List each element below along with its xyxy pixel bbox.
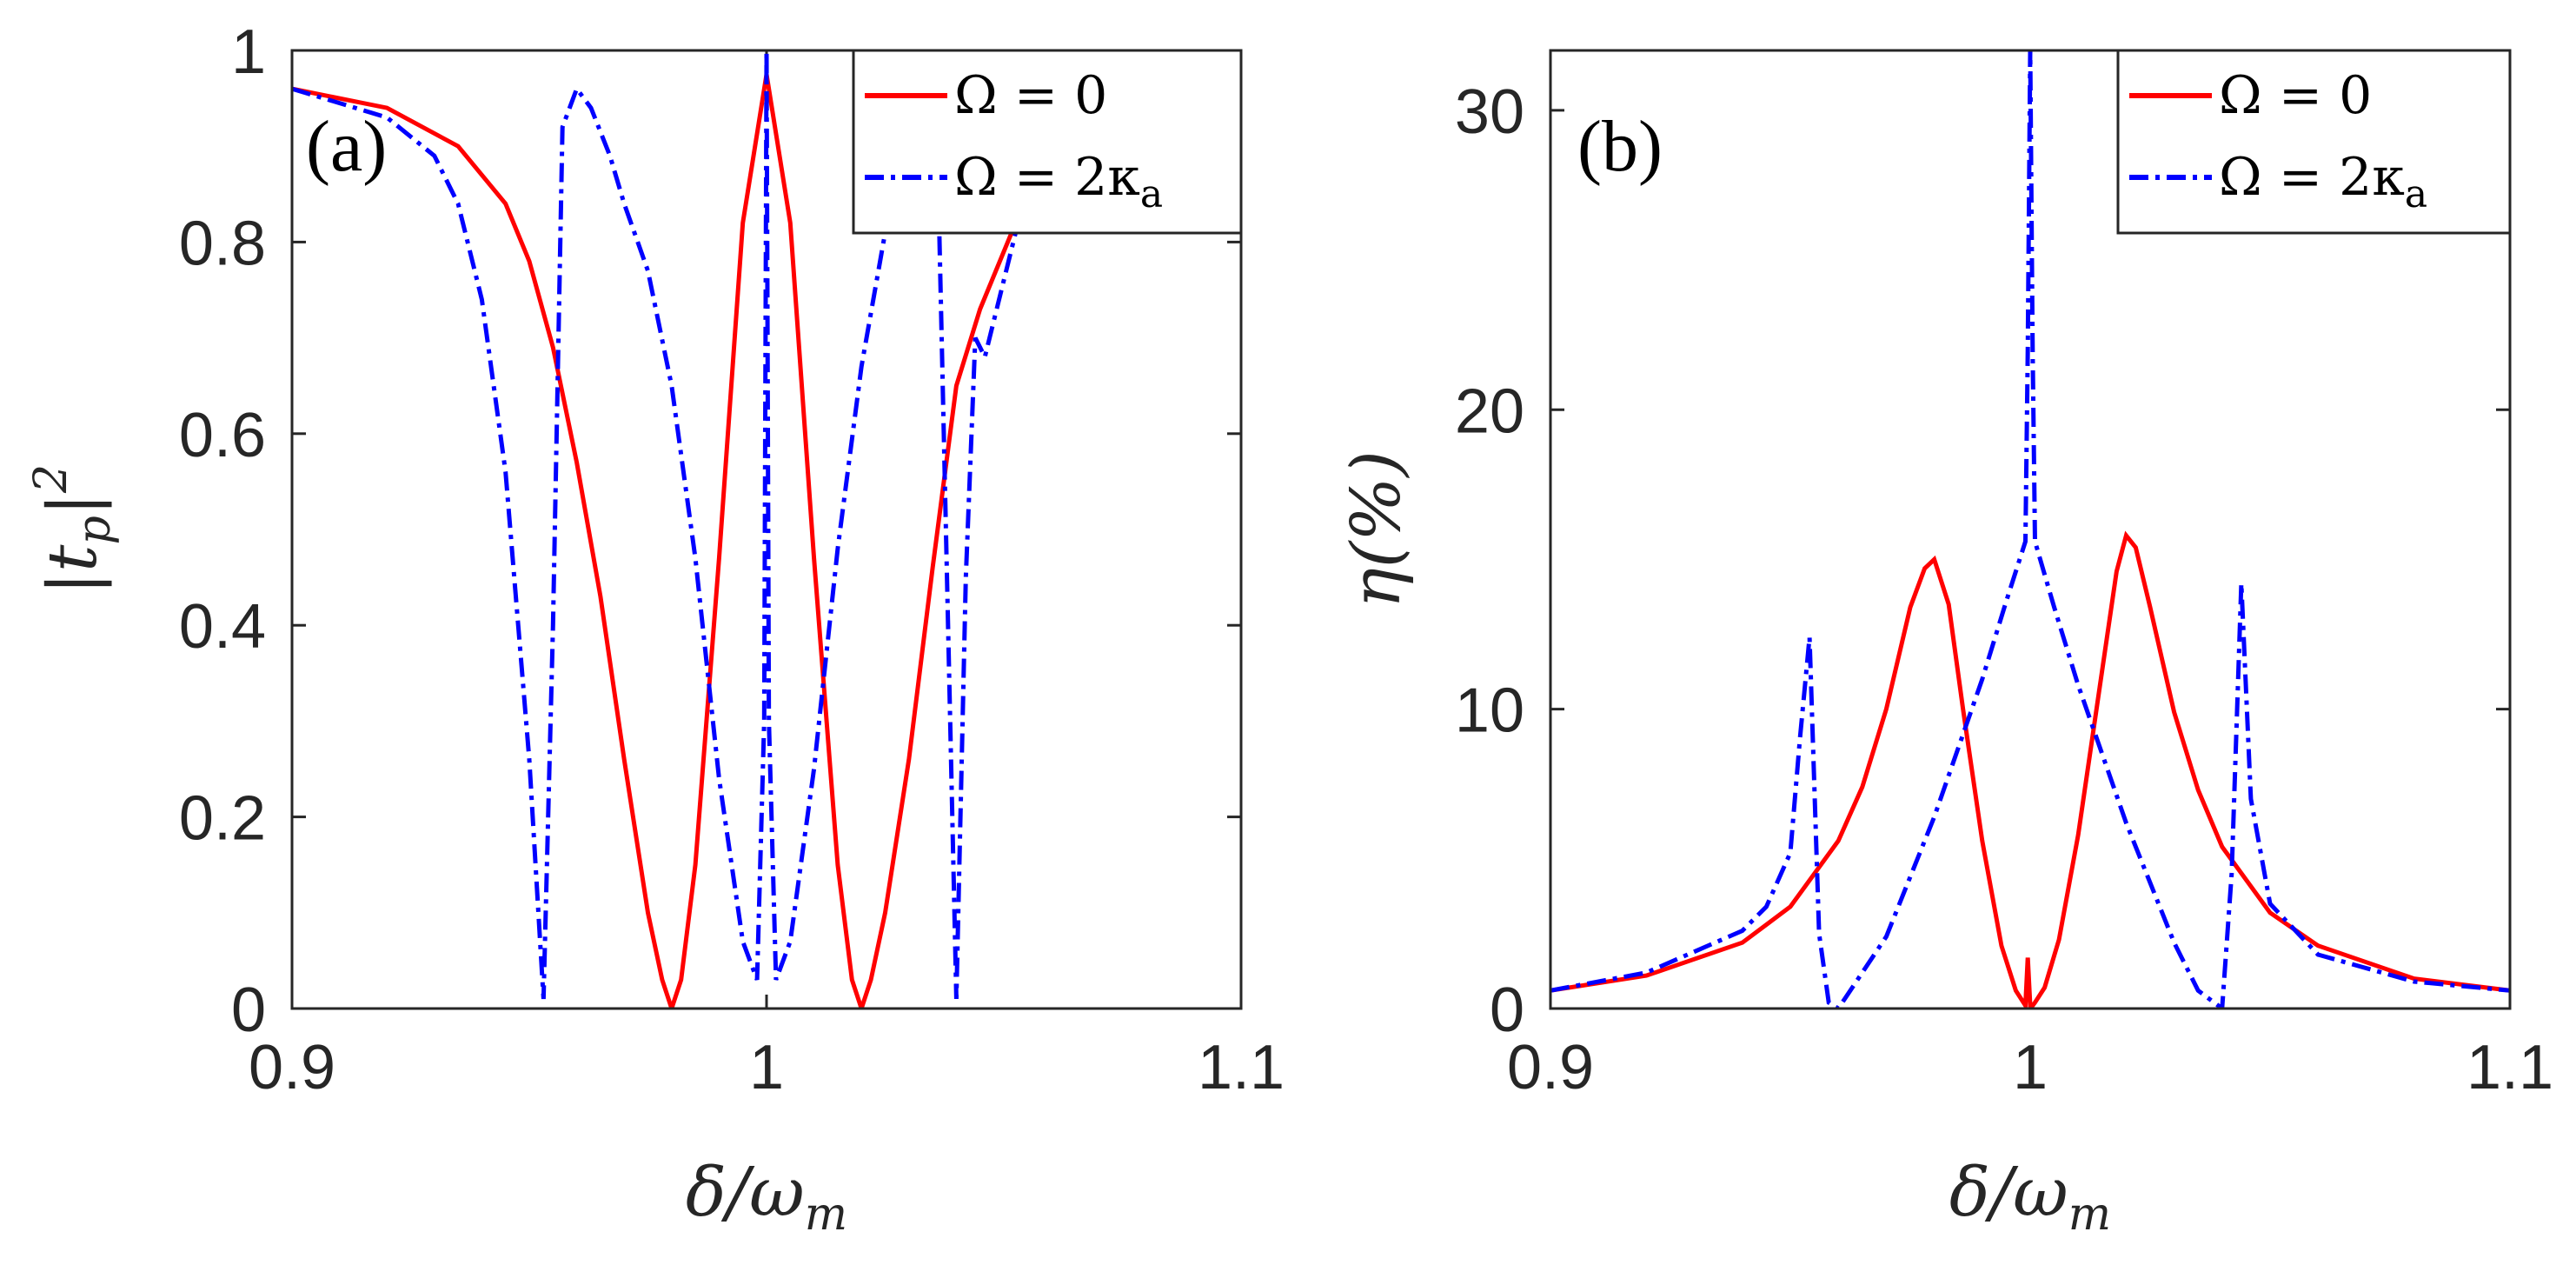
y-tick-label-b: 0 [1490, 975, 1524, 1045]
panel-b: 0.9 1 1.1 0 10 20 30 (b) Ω = 0 Ω = 2κa δ/ωm η(… [1338, 49, 2553, 1241]
x-tick-label-b: 1 [2013, 1033, 2048, 1102]
legend-label-omega-2kappa-a-sub: a [1140, 172, 1163, 216]
y-tick-label-a: 0.6 [179, 401, 266, 470]
series-line-omega-0-a [292, 74, 1030, 1009]
y-tick-label-a: 0.4 [179, 592, 266, 662]
x-axis-label-b-sub: m [2068, 1188, 2111, 1241]
ticks-a: 0.9 1 1.1 0 0.2 0.4 0.6 0.8 1 [179, 17, 1285, 1102]
legend-box-a [852, 49, 1243, 235]
legend-label-omega-2kappa-b-main: Ω = 2κ [2219, 147, 2405, 208]
y-tick-label-b: 10 [1455, 676, 1524, 746]
legend-label-omega-2kappa-a: Ω = 2κa [954, 147, 1163, 216]
y-tick-label-a: 1 [231, 17, 266, 87]
x-tick-label-b: 0.9 [1507, 1033, 1594, 1102]
legend-label-omega-2kappa-b-sub: a [2405, 172, 2427, 216]
legend-label-omega-0-b: Ω = 0 [2219, 65, 2372, 126]
x-axis-label-b-main: δ/ω [1949, 1154, 2068, 1232]
x-axis-label-b: δ/ωm [1949, 1154, 2111, 1241]
y-tick-label-b: 30 [1455, 77, 1524, 147]
x-tick-label-a: 1.1 [1198, 1033, 1285, 1102]
legend-label-omega-0-a: Ω = 0 [954, 65, 1107, 126]
x-axis-label-a-sub: m [805, 1188, 847, 1241]
y-axis-label-a-main: |t [34, 544, 112, 595]
x-tick-label-a: 1 [749, 1033, 784, 1102]
panel-a: 0.9 1 1.100.20.40.60.81 (a) Ω = 0 Ω = 2κa … [25, 17, 1285, 1241]
x-axis-label-a: δ/ωm [686, 1154, 847, 1241]
y-axis-label-a-sup: 2 [25, 464, 77, 494]
ticks-b: 0.9 1 1.1 0 10 20 30 [1455, 50, 2553, 1102]
x-tick-label-a: 0.9 [249, 1033, 335, 1102]
legend-label-omega-2kappa-a-main: Ω = 2κ [954, 147, 1140, 208]
y-axis-label-a: |tp|2 [25, 464, 121, 595]
y-axis-label-a-sub: p [69, 516, 121, 544]
legend-a: Ω = 0 Ω = 2κa [852, 49, 1243, 235]
axes-box-a [290, 49, 1243, 1010]
y-axis-label-a-tail: | [34, 493, 112, 516]
series-group-b [1550, 50, 2510, 1009]
y-tick-label-a: 0 [231, 975, 266, 1045]
x-axis-label-a-main: δ/ω [686, 1154, 805, 1232]
legend-b: Ω = 0 Ω = 2κa [2116, 49, 2512, 235]
series-line-omega-0-b [1550, 530, 2510, 1009]
y-tick-label-a: 0.2 [179, 784, 266, 854]
x-tick-label-b: 1.1 [2466, 1033, 2553, 1102]
panel-label-a: (a) [306, 106, 387, 187]
y-tick-label-b: 20 [1455, 376, 1524, 446]
panel-label-b: (b) [1577, 106, 1663, 187]
axes-box-b [1549, 49, 2512, 1010]
y-axis-label-b: η(%) [1338, 450, 1416, 609]
series-line-omega-2kappa-b [1550, 50, 2510, 1009]
legend-box-b [2116, 49, 2512, 235]
y-tick-label-a: 0.8 [179, 209, 266, 278]
legend-label-omega-2kappa-b: Ω = 2κa [2219, 147, 2427, 216]
